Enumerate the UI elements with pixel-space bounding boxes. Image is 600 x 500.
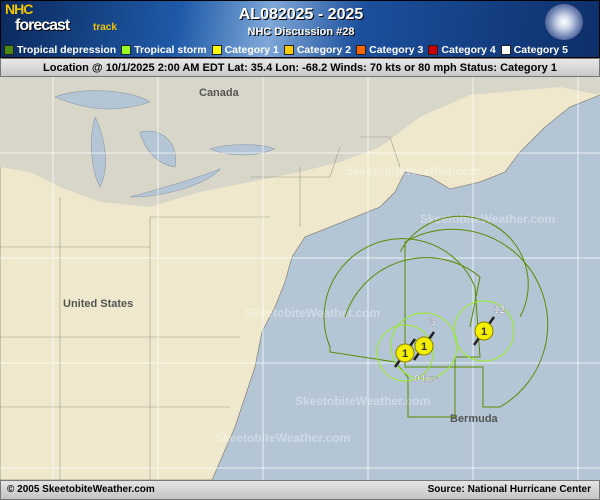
legend-item: Category 5 [500,43,568,56]
discussion-subtitle: NHC Discussion #28 [247,26,355,38]
legend-item: Category 2 [283,43,352,56]
svg-text:SkeetobiteWeather.com: SkeetobiteWeather.com [295,394,430,408]
legend-label: Category 2 [296,43,352,56]
hurricane-icon [545,4,583,40]
svg-text:SkeetobiteWeather.com: SkeetobiteWeather.com [215,431,350,445]
logo-nhc: NHC [5,1,33,17]
legend-swatch [500,44,511,55]
svg-text:SkeetobiteWeather.com: SkeetobiteWeather.com [245,306,380,320]
legend-label: Category 1 [224,43,279,56]
legend-swatch [4,44,14,55]
category-number: 1 [481,326,487,338]
legend-swatch [121,44,132,55]
legend-label: Tropical depression [17,43,117,56]
copyright-text: © 2005 SkeetobiteWeather.com [7,484,155,495]
legend-item: Category 1 [211,43,279,56]
category-number: 1 [402,348,408,360]
legend-swatch [211,44,222,55]
forecast-label-12: 12 [494,305,506,316]
label-canada: Canada [199,87,240,99]
category-legend: Tropical depression Tropical storm Categor… [0,41,600,58]
storm-title: AL082025 - 2025 [238,6,364,23]
storm-info-bar: Location @ 10/1/2025 2:00 AM EDT Lat: 35… [0,58,600,77]
legend-label: Tropical storm [134,43,207,56]
map[interactable]: SkeetobiteWeather.com SkeetobiteWeather.… [0,77,600,480]
forecast-label-0hrs: 0 hrs [414,374,438,385]
legend-item: Tropical storm [121,43,207,56]
logo-forecast: forecast [15,17,70,34]
legend-item: Tropical depression [4,44,116,56]
label-bermuda: Bermuda [450,413,499,425]
footer: © 2005 SkeetobiteWeather.com Source: Nat… [0,480,600,500]
wind-radii-large [323,215,549,418]
hurricane-symbol-icon[interactable]: 1 [393,338,417,368]
canada-land-dark [0,77,600,207]
svg-text:SkeetobiteWeather.com: SkeetobiteWeather.com [420,212,555,226]
category-number: 1 [421,341,427,353]
state-borders [0,136,401,480]
legend-swatch [283,44,294,55]
legend-item: Category 3 [356,44,423,56]
legend-label: Category 4 [441,43,496,56]
legend-swatch [356,44,367,55]
label-united-states: United States [63,298,133,310]
svg-text:SkeetobiteWeather.com: SkeetobiteWeather.com [345,164,480,178]
wind-radii-ts [376,300,515,382]
legend-swatch [428,44,439,55]
forecast-points: 1 1 1 [393,316,496,368]
header-banner: NHC forecast track AL082025 - 2025 NHC D… [0,0,600,58]
grid-lines [0,77,600,480]
logo-track: track [93,22,117,33]
hurricane-symbol-icon[interactable]: 1 [472,316,496,346]
great-lakes [54,90,276,198]
legend-label: Category 5 [513,43,568,56]
forecast-label-3: 3 [430,317,436,328]
legend-item: Category 4 [428,43,496,56]
source-text: Source: National Hurricane Center [427,484,591,495]
hurricane-symbol-icon[interactable]: 1 [412,331,436,361]
watermarks: SkeetobiteWeather.com SkeetobiteWeather.… [215,164,555,445]
legend-label: Category 3 [369,43,424,56]
